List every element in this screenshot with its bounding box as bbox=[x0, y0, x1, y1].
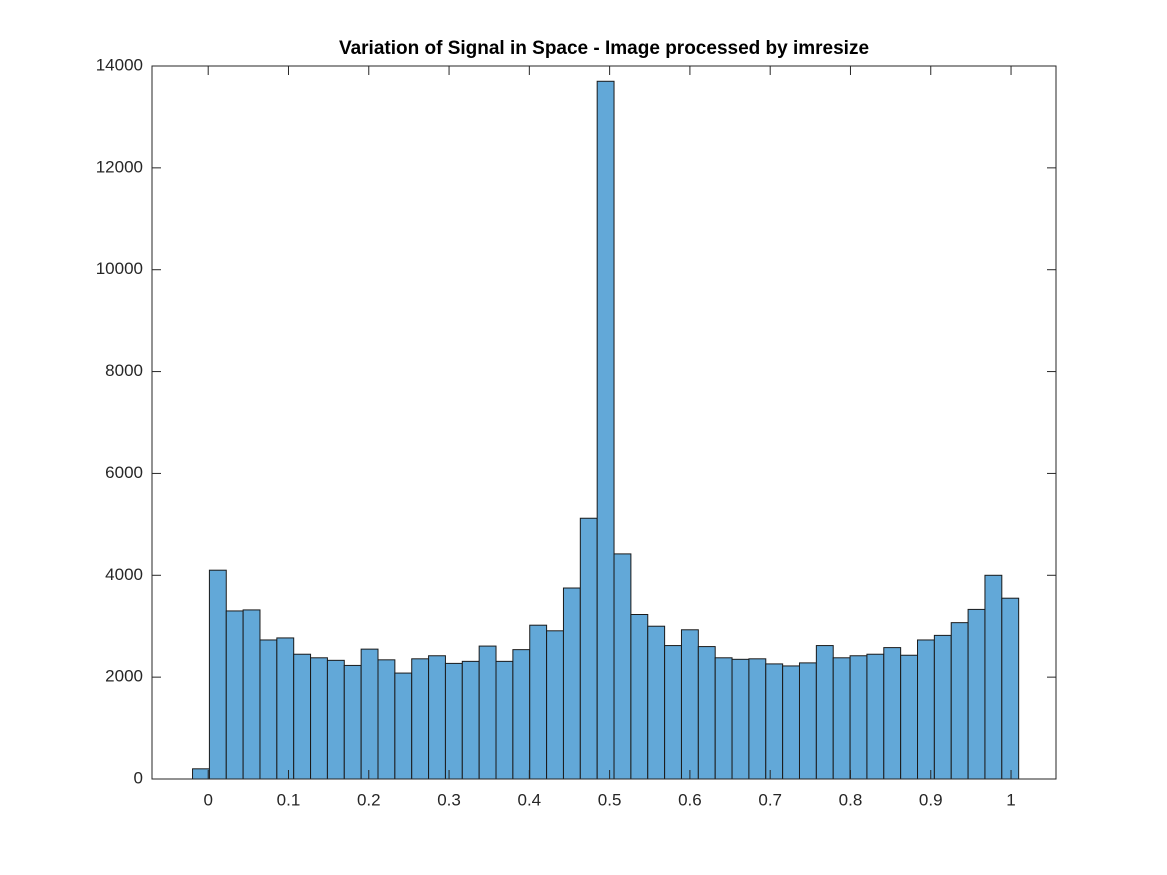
x-tick-label: 0.1 bbox=[277, 790, 301, 809]
bar bbox=[428, 655, 446, 780]
y-tick-label: 8000 bbox=[105, 361, 143, 380]
bar bbox=[225, 610, 244, 780]
bar bbox=[293, 653, 312, 780]
bar bbox=[967, 608, 986, 780]
bar bbox=[259, 639, 278, 780]
axes-box bbox=[151, 65, 1057, 780]
bar bbox=[377, 659, 396, 780]
chart-title: Variation of Signal in Space - Image pro… bbox=[339, 38, 869, 59]
bar bbox=[647, 625, 666, 780]
bar bbox=[917, 639, 935, 780]
bar bbox=[984, 574, 1003, 780]
bar bbox=[866, 653, 885, 780]
bar bbox=[697, 646, 716, 780]
bar bbox=[562, 587, 581, 780]
x-tick-label: 0.5 bbox=[598, 790, 622, 809]
y-tick-label: 4000 bbox=[105, 565, 143, 584]
y-tick-label: 2000 bbox=[105, 667, 143, 686]
y-tick-label: 10000 bbox=[96, 259, 143, 278]
y-tick-label: 0 bbox=[134, 768, 143, 787]
bar bbox=[765, 663, 784, 780]
bar bbox=[360, 648, 379, 780]
bar bbox=[782, 665, 800, 780]
bar bbox=[310, 657, 328, 780]
x-tick-label: 0.2 bbox=[357, 790, 381, 809]
bar bbox=[680, 629, 699, 780]
bar bbox=[529, 624, 548, 780]
bar bbox=[883, 647, 902, 780]
y-tick-label: 14000 bbox=[96, 55, 143, 74]
bar bbox=[664, 645, 682, 780]
x-tick-label: 0.9 bbox=[919, 790, 943, 809]
bar bbox=[1001, 597, 1020, 780]
bar bbox=[900, 654, 919, 780]
bar bbox=[950, 622, 969, 780]
bar bbox=[411, 658, 430, 780]
bar bbox=[613, 553, 632, 780]
bar bbox=[495, 660, 514, 780]
bar bbox=[748, 658, 767, 780]
bar bbox=[461, 660, 480, 780]
bar bbox=[849, 655, 868, 780]
bar bbox=[714, 657, 733, 780]
bar bbox=[208, 569, 227, 780]
bar bbox=[394, 672, 413, 780]
y-tick-label: 12000 bbox=[96, 157, 143, 176]
bar bbox=[343, 664, 362, 780]
x-tick-label: 0.4 bbox=[518, 790, 542, 809]
bar bbox=[798, 662, 817, 780]
bar bbox=[242, 609, 261, 780]
x-tick-label: 1 bbox=[1006, 790, 1015, 809]
x-tick-label: 0.3 bbox=[437, 790, 461, 809]
y-tick-label: 6000 bbox=[105, 463, 143, 482]
bar bbox=[596, 80, 615, 780]
bar bbox=[731, 658, 750, 780]
bar bbox=[546, 630, 564, 780]
bar bbox=[444, 662, 463, 780]
bar bbox=[326, 659, 345, 780]
x-tick-label: 0.6 bbox=[678, 790, 702, 809]
bar bbox=[630, 614, 649, 780]
bar bbox=[192, 768, 210, 780]
bar bbox=[933, 634, 952, 780]
bar bbox=[832, 657, 851, 780]
x-tick-label: 0.8 bbox=[839, 790, 863, 809]
bar bbox=[276, 637, 295, 780]
bar bbox=[579, 517, 598, 780]
x-tick-label: 0 bbox=[203, 790, 212, 809]
bar bbox=[512, 649, 531, 780]
bar bbox=[815, 645, 834, 780]
bar bbox=[478, 645, 497, 780]
x-tick-label: 0.7 bbox=[758, 790, 782, 809]
